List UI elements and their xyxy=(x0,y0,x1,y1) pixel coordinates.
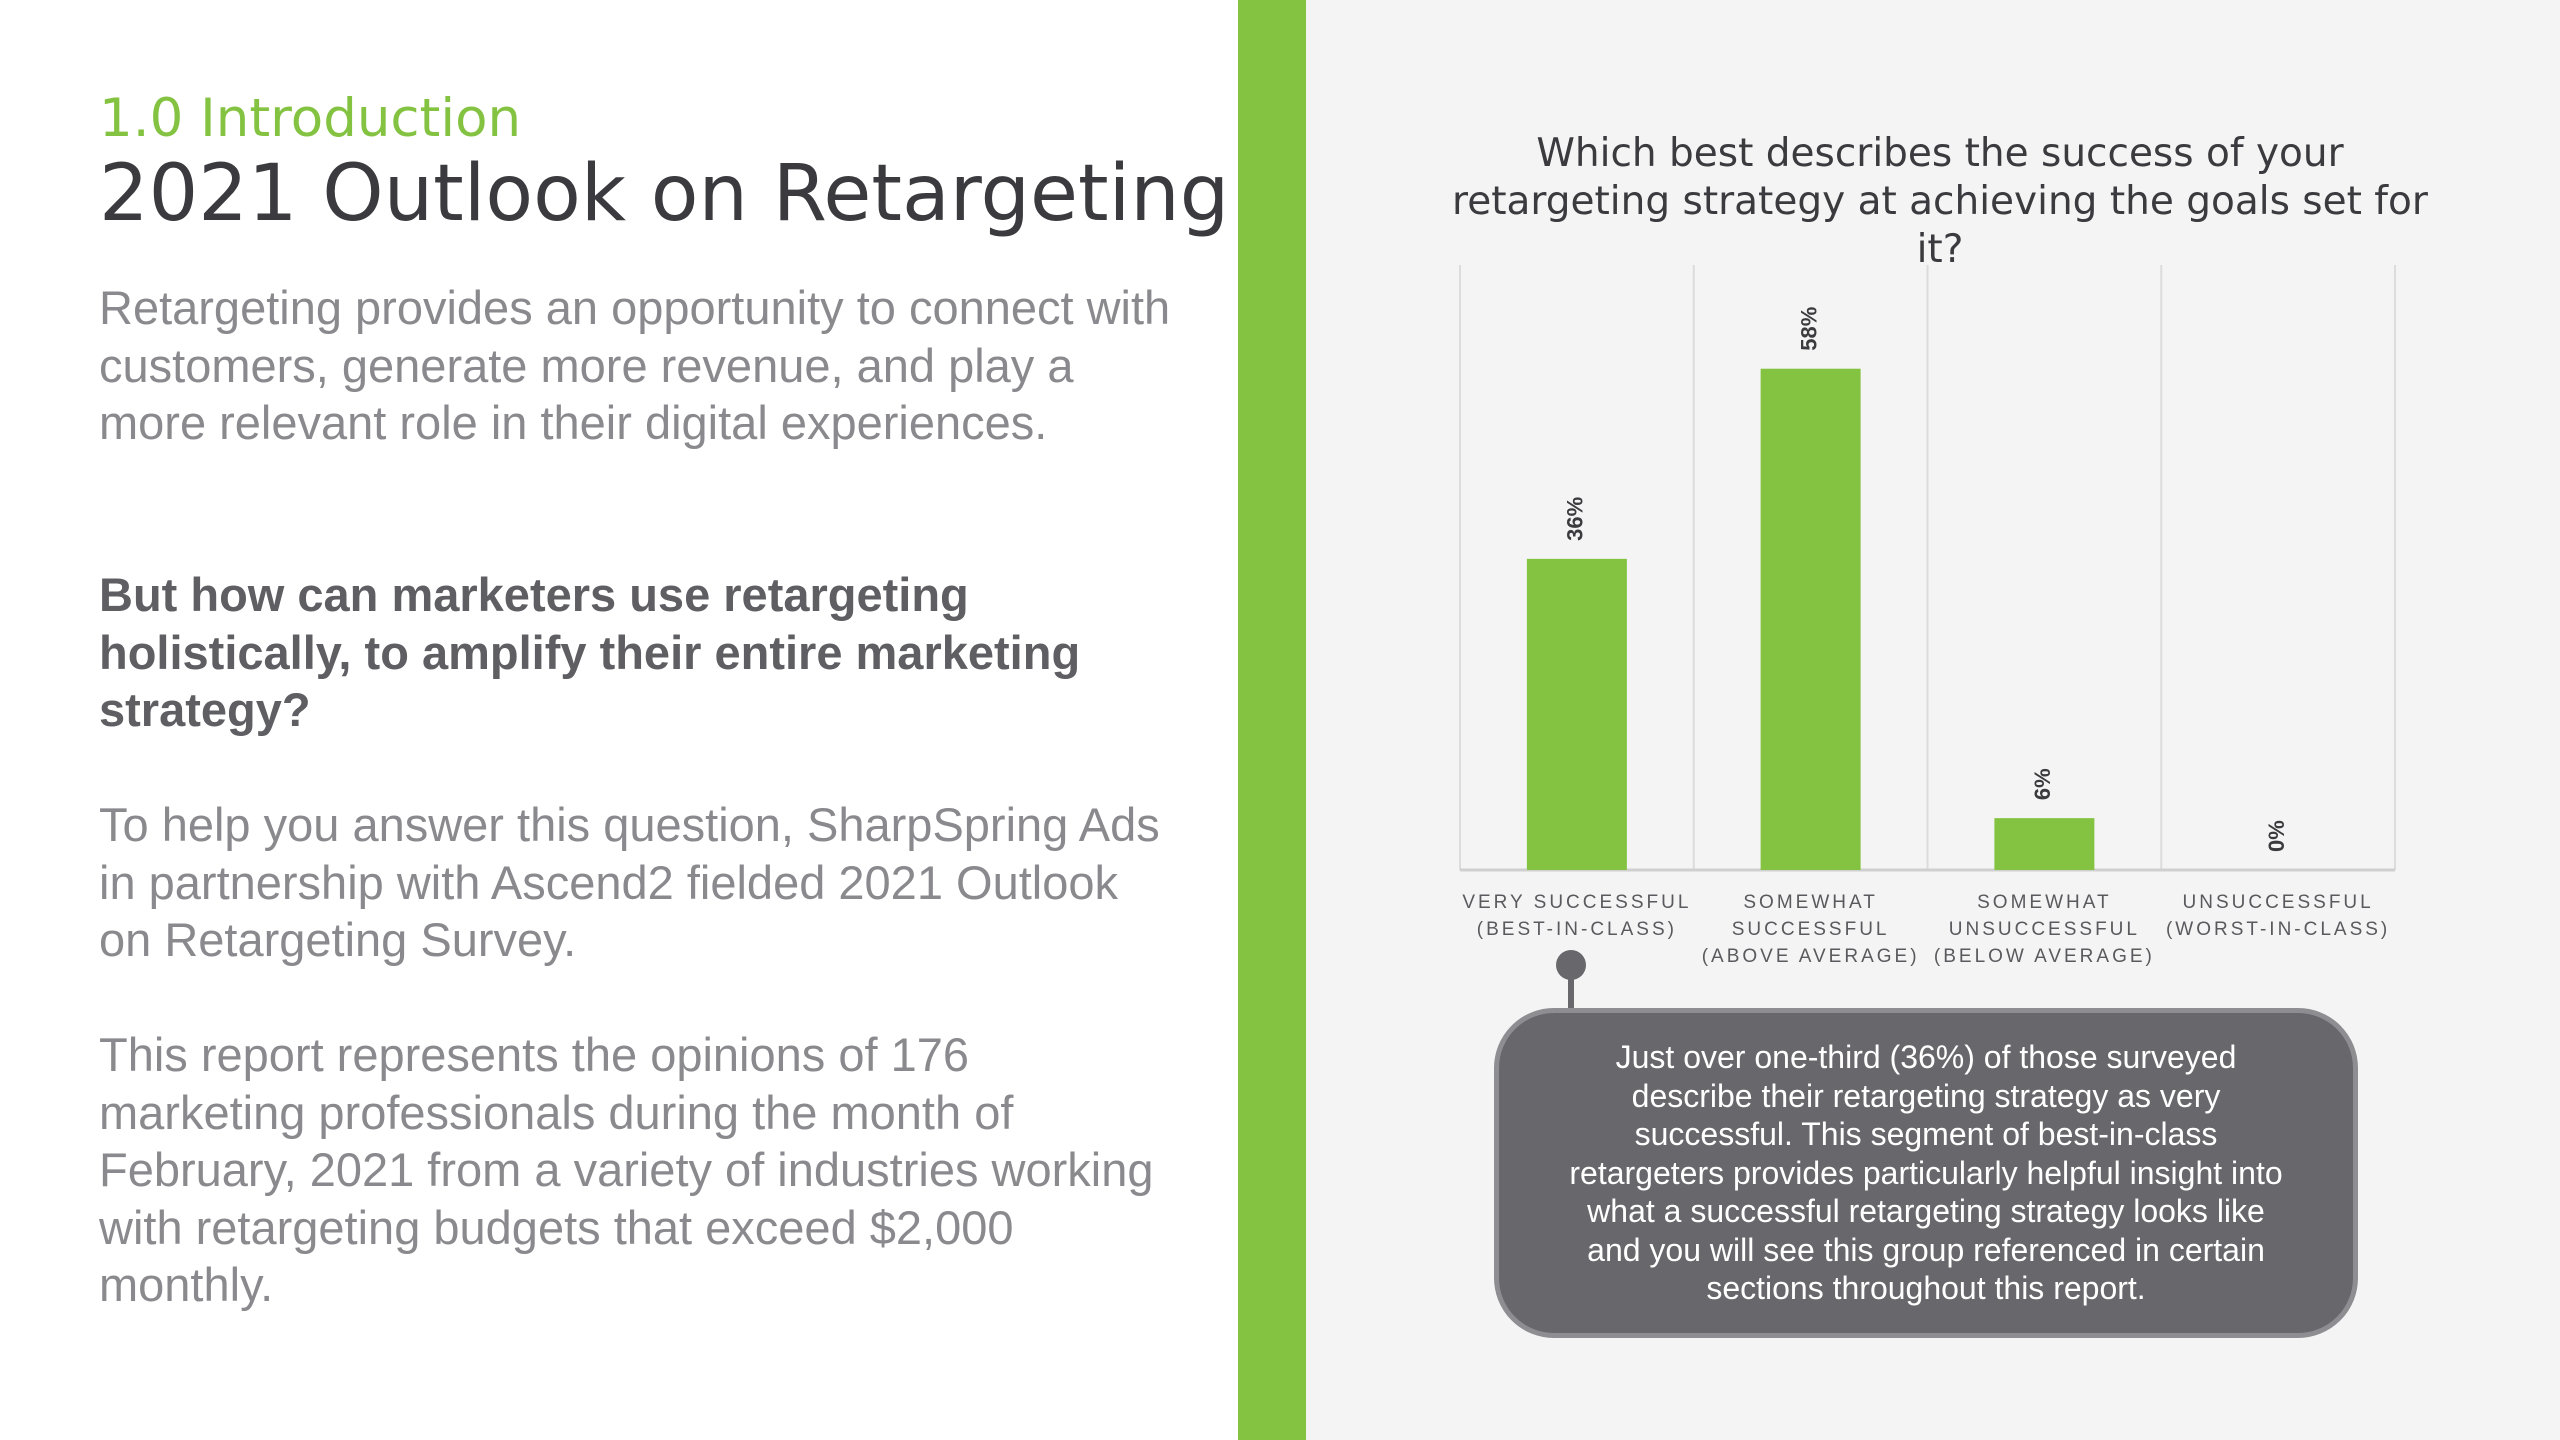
question-paragraph: But how can marketers use retargeting ho… xyxy=(99,568,1081,736)
category-label: (ABOVE AVERAGE) xyxy=(1702,946,1920,967)
page-title: 2021 Outlook on Retargeting xyxy=(99,149,1230,239)
category-label: UNSUCCESSFUL xyxy=(2183,892,2374,913)
divider-accent-bar xyxy=(1238,0,1306,1440)
bar xyxy=(1994,818,2095,870)
category-label: (BELOW AVERAGE) xyxy=(1934,946,2155,967)
intro-panel xyxy=(0,0,1238,1440)
category-label: SUCCESSFUL xyxy=(1732,919,1890,940)
insight-callout: Just over one-third (36%) of those surve… xyxy=(1494,1008,2358,1338)
category-label: SOMEWHAT xyxy=(1977,892,2111,913)
survey-paragraph: To help you answer this question, SharpS… xyxy=(99,798,1160,966)
bar-value-label: 0% xyxy=(2264,820,2289,852)
bar xyxy=(1760,368,1861,870)
bar-value-label: 58% xyxy=(1796,307,1821,351)
category-label: UNSUCCESSFUL xyxy=(1949,919,2140,940)
chart-title: Which best describes the success of your… xyxy=(1452,131,2428,272)
respondents-paragraph: This report represents the opinions of 1… xyxy=(99,1028,1154,1311)
category-label: (BEST-IN-CLASS) xyxy=(1477,919,1677,940)
bar-value-label: 36% xyxy=(1563,497,1588,541)
category-label: (WORST-IN-CLASS) xyxy=(2166,919,2390,940)
intro-paragraph: Retargeting provides an opportunity to c… xyxy=(99,281,1171,449)
callout-stem xyxy=(1568,970,1574,1010)
category-label: VERY SUCCESSFUL xyxy=(1462,892,1691,913)
section-label: 1.0 Introduction xyxy=(99,88,522,149)
bar-value-label: 6% xyxy=(2030,768,2055,800)
category-label: SOMEWHAT xyxy=(1743,892,1877,913)
callout-text: Just over one-third (36%) of those surve… xyxy=(1569,1039,2283,1307)
bar xyxy=(1526,558,1627,870)
bar-chart: 36% VERY SUCCESSFUL (BEST-IN-CLASS) 58% SOME… xyxy=(1459,265,2396,967)
